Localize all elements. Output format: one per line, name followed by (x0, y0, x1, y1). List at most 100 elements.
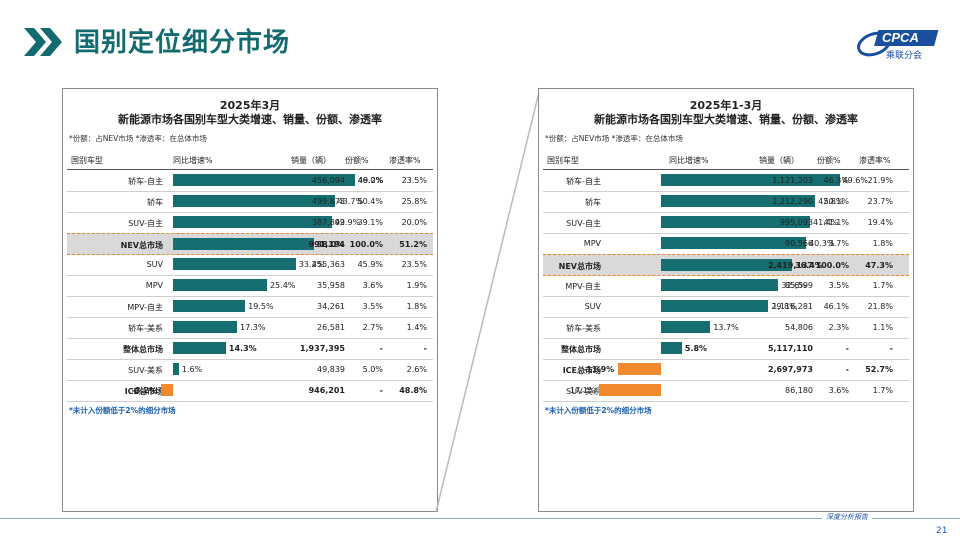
segment-label: MPV (583, 239, 601, 248)
segment-label: 轿车-美系 (566, 324, 601, 333)
table-row: NEV总市场 38.0% 991,194 100.0% 51.2% (67, 233, 433, 255)
header-segment: 国别车型 (547, 156, 579, 165)
table-row: SUV 29.8% 1,116,281 46.1% 21.8% (543, 296, 909, 318)
panel-title-period: 2025年3月 (219, 99, 281, 112)
share-value: 50.4% (357, 197, 383, 206)
penetration-value: 23.7% (867, 197, 893, 206)
growth-bar (661, 300, 769, 312)
share-value: 100.0% (349, 240, 383, 249)
growth-bar (173, 321, 237, 333)
segment-label: MPV-自主 (127, 303, 163, 312)
volume-value: 456,094 (311, 176, 345, 185)
segment-label: SUV-自主 (128, 219, 163, 228)
table-row: SUV-自主 41.4% 995,093 41.1% 19.4% (543, 212, 909, 234)
growth-bar (661, 342, 682, 354)
segment-label: 整体总市场 (123, 345, 163, 354)
share-value: 3.7% (828, 239, 849, 248)
segment-label: NEV总市场 (120, 241, 163, 250)
header-segment: 国别车型 (71, 156, 103, 165)
penetration-value: 23.5% (401, 176, 427, 185)
segment-label: 轿车-自主 (566, 177, 601, 186)
growth-bar (161, 384, 173, 396)
share-value: 39.1% (357, 218, 383, 227)
growth-bar (661, 174, 840, 186)
header-penetration: 渗透率% (859, 156, 891, 165)
volume-value: 1,937,395 (299, 344, 345, 353)
growth-label: 14.3% (228, 344, 257, 353)
growth-bar (618, 363, 661, 375)
penetration-value: 2.6% (406, 365, 427, 374)
growth-bar (173, 238, 314, 250)
penetration-value: 51.2% (399, 240, 427, 249)
share-value: 50.1% (823, 197, 849, 206)
share-value: - (379, 344, 383, 353)
panel-monthly: 2025年3月 新能源市场各国别车型大类增速、销量、份额、渗透率 *份额：占NE… (62, 88, 438, 512)
growth-label: 42.9% (334, 218, 361, 227)
table-row: ICE总市场 -3.2% 946,201 - 48.8% (67, 380, 433, 402)
growth-bar (661, 195, 816, 207)
segment-label: SUV (146, 260, 163, 269)
share-value: 41.1% (823, 218, 849, 227)
penetration-value: 1.7% (872, 281, 893, 290)
penetration-value: 21.9% (867, 176, 893, 185)
table-row: ICE总市场 -11.9% 2,697,973 - 52.7% (543, 359, 909, 381)
growth-label: 41.4% (813, 218, 839, 227)
volume-value: 49,839 (317, 365, 345, 374)
penetration-value: 52.7% (865, 365, 893, 374)
segment-label: ICE总市场 (124, 387, 163, 396)
share-value: 5.0% (362, 365, 383, 374)
table-row: 整体总市场 14.3% 1,937,395 - - (67, 338, 433, 360)
growth-label: 36.4% (795, 261, 823, 270)
logo-subtext: 乘联分会 (886, 51, 923, 61)
growth-label: 49.2% (358, 176, 384, 185)
table-row: MPV-自主 32.6% 85,599 3.5% 1.7% (543, 275, 909, 297)
growth-bar (173, 195, 335, 207)
growth-label: -11.9% (583, 365, 615, 374)
penetration-value: 19.4% (867, 218, 893, 227)
penetration-value: 1.8% (872, 239, 893, 248)
segment-label: 轿车 (147, 198, 163, 207)
table-row: 轿车 42.8% 1,212,290 50.1% 23.7% (543, 191, 909, 213)
segment-label: SUV-自主 (566, 219, 601, 228)
growth-label: 42.8% (818, 197, 844, 206)
penetration-value: 1.7% (872, 386, 893, 395)
share-value: 45.9% (357, 260, 383, 269)
growth-label: 5.8% (684, 344, 708, 353)
volume-value: 5,117,110 (767, 344, 813, 353)
volume-value: 2,697,973 (767, 365, 813, 374)
cpca-logo-icon (857, 30, 939, 57)
share-value: 3.6% (362, 281, 383, 290)
segment-label: SUV-美系 (566, 387, 601, 396)
share-value: 46.1% (823, 302, 849, 311)
volume-value: 1,116,281 (772, 302, 813, 311)
share-value: 46.3% (823, 176, 849, 185)
double-chevron-icon (24, 28, 62, 56)
slide-footer: 深度分析报告 21 (0, 512, 960, 540)
slide-header: 国别定位细分市场 CPCA 乘联分会 (0, 0, 960, 80)
penetration-value: 20.0% (401, 218, 427, 227)
share-value: - (379, 386, 383, 395)
growth-label: 29.8% (771, 302, 797, 311)
growth-label: 38.0% (316, 240, 345, 249)
divider-slash-icon (435, 87, 541, 513)
segment-label: 轿车-美系 (128, 324, 163, 333)
table-row: MPV 25.4% 35,958 3.6% 1.9% (67, 275, 433, 297)
penetration-value: 25.8% (401, 197, 427, 206)
growth-bar (173, 342, 226, 354)
table-row: SUV-自主 42.9% 387,899 39.1% 20.0% (67, 212, 433, 234)
growth-label: 32.6% (781, 281, 807, 290)
penetration-value: 1.9% (406, 281, 427, 290)
share-value: 3.6% (828, 386, 849, 395)
page-number: 21 (936, 526, 948, 536)
volume-value: 85,599 (785, 281, 813, 290)
growth-label: 33.2% (298, 260, 325, 269)
growth-label: 49.6% (842, 176, 868, 185)
volume-value: 455,363 (311, 260, 345, 269)
panel-note: *份额：占NEV市场 *渗透率：在总体市场 (545, 134, 683, 143)
growth-label: 17.3% (240, 323, 266, 332)
table-row: 轿车 43.7% 499,873 50.4% 25.8% (67, 191, 433, 213)
growth-bar (661, 216, 811, 228)
share-value: 2.7% (362, 323, 383, 332)
header-penetration: 渗透率% (389, 156, 421, 165)
table-row: SUV 33.2% 455,363 45.9% 23.5% (67, 254, 433, 276)
